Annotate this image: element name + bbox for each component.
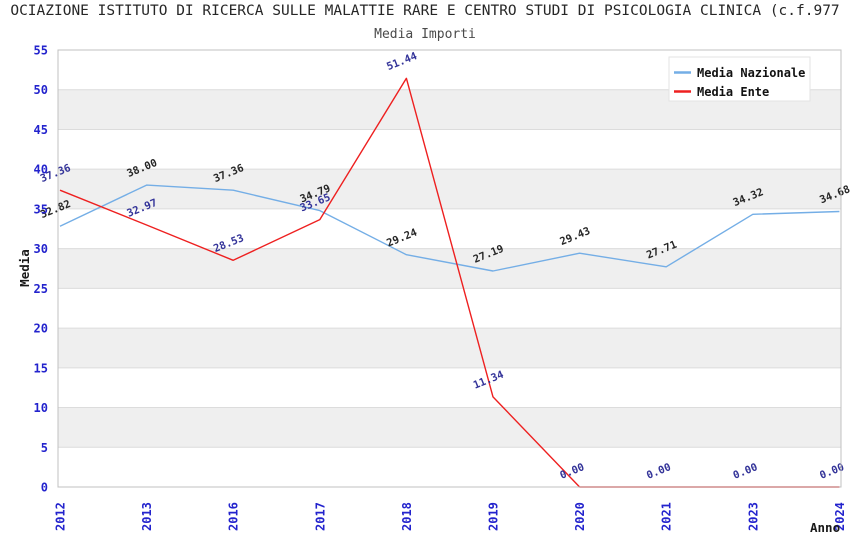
data-label: 29.24 bbox=[385, 227, 419, 250]
y-tick-label: 55 bbox=[34, 44, 48, 58]
x-tick-label: 2023 bbox=[746, 502, 760, 531]
y-tick-label: 15 bbox=[34, 361, 48, 375]
y-axis-title: Media bbox=[17, 249, 32, 287]
plot-gridlines bbox=[58, 89, 841, 448]
y-tick-label: 30 bbox=[34, 242, 48, 256]
y-tick-label: 50 bbox=[34, 83, 48, 97]
data-label: 51.44 bbox=[385, 50, 419, 73]
data-label-group: 29.24 bbox=[385, 227, 419, 250]
x-tick-label: 2019 bbox=[487, 502, 501, 531]
x-tick-label: 2018 bbox=[400, 502, 414, 531]
data-label-group: 51.44 bbox=[385, 50, 419, 73]
data-label: 29.43 bbox=[558, 225, 592, 248]
legend: Media Nazionale Media Ente bbox=[668, 56, 811, 102]
data-label-group: 29.43 bbox=[558, 225, 592, 248]
legend-label-media-ente: Media Ente bbox=[697, 85, 769, 99]
x-tick-label: 2020 bbox=[573, 502, 587, 531]
series-line-media-nazionale bbox=[59, 184, 840, 272]
data-label: 0.00 bbox=[731, 461, 759, 482]
chart-subtitle: Media Importi bbox=[374, 27, 476, 42]
data-label-group: 0.00 bbox=[731, 461, 759, 482]
y-tick-label: 25 bbox=[34, 282, 48, 296]
data-label: 0.00 bbox=[645, 461, 673, 482]
plot-band bbox=[58, 328, 841, 368]
plot-band bbox=[58, 169, 841, 209]
y-tick-label: 45 bbox=[34, 123, 48, 137]
legend-box bbox=[668, 56, 811, 102]
axis-tick-labels: 0 5 10 15 20 25 30 35 40 45 50 55 2012 2013 2016 2017 20… bbox=[34, 44, 847, 532]
x-tick-label: 2017 bbox=[313, 502, 327, 531]
legend-label-media-nazionale: Media Nazionale bbox=[697, 66, 805, 80]
y-tick-label: 40 bbox=[34, 163, 48, 177]
plot-band bbox=[58, 407, 841, 448]
data-label: 11.34 bbox=[472, 369, 506, 392]
x-tick-label: 2021 bbox=[660, 502, 674, 531]
x-tick-label: 2013 bbox=[140, 502, 154, 531]
y-tick-label: 20 bbox=[34, 322, 48, 336]
plot-frame bbox=[57, 49, 842, 488]
data-label-group: 0.00 bbox=[645, 461, 673, 482]
x-tick-label: 2024 bbox=[833, 502, 847, 531]
data-label-group: 11.34 bbox=[472, 369, 506, 392]
plot-band bbox=[58, 248, 841, 289]
chart-title: OCIAZIONE ISTITUTO DI RICERCA SULLE MALA… bbox=[10, 3, 840, 19]
y-tick-label: 5 bbox=[41, 441, 48, 455]
y-tick-label: 0 bbox=[41, 481, 48, 495]
x-tick-label: 2012 bbox=[54, 502, 68, 531]
data-label: 0.00 bbox=[818, 461, 846, 482]
plot-bands bbox=[58, 89, 841, 448]
x-tick-label: 2016 bbox=[227, 502, 241, 531]
y-tick-label: 35 bbox=[34, 202, 48, 216]
data-label-group: 0.00 bbox=[818, 461, 846, 482]
y-tick-label: 10 bbox=[34, 401, 48, 415]
x-axis-title: Anno bbox=[810, 520, 840, 535]
